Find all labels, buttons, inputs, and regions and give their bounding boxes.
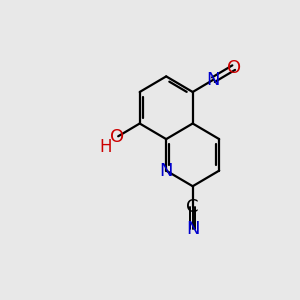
Text: C: C [186, 198, 199, 216]
Text: N: N [186, 220, 200, 238]
Text: O: O [226, 58, 241, 76]
Text: N: N [159, 162, 173, 180]
Text: H: H [99, 138, 112, 156]
Text: N: N [207, 71, 220, 89]
Text: O: O [110, 128, 124, 146]
